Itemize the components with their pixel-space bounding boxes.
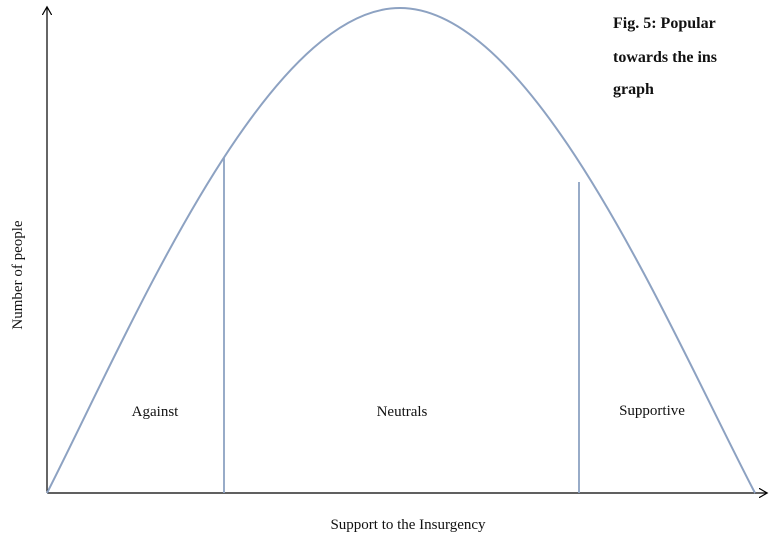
x-axis-label: Support to the Insurgency — [330, 517, 486, 533]
region-label: Supportive — [619, 403, 685, 419]
bell-curve — [46, 6, 756, 494]
caption: towards the ins — [613, 49, 717, 66]
region-label: Against — [132, 404, 179, 420]
region-label: Neutrals — [377, 404, 428, 420]
y-axis-label: Number of people — [10, 220, 26, 329]
caption: graph — [613, 81, 654, 98]
caption: Fig. 5: Popular — [613, 15, 716, 32]
